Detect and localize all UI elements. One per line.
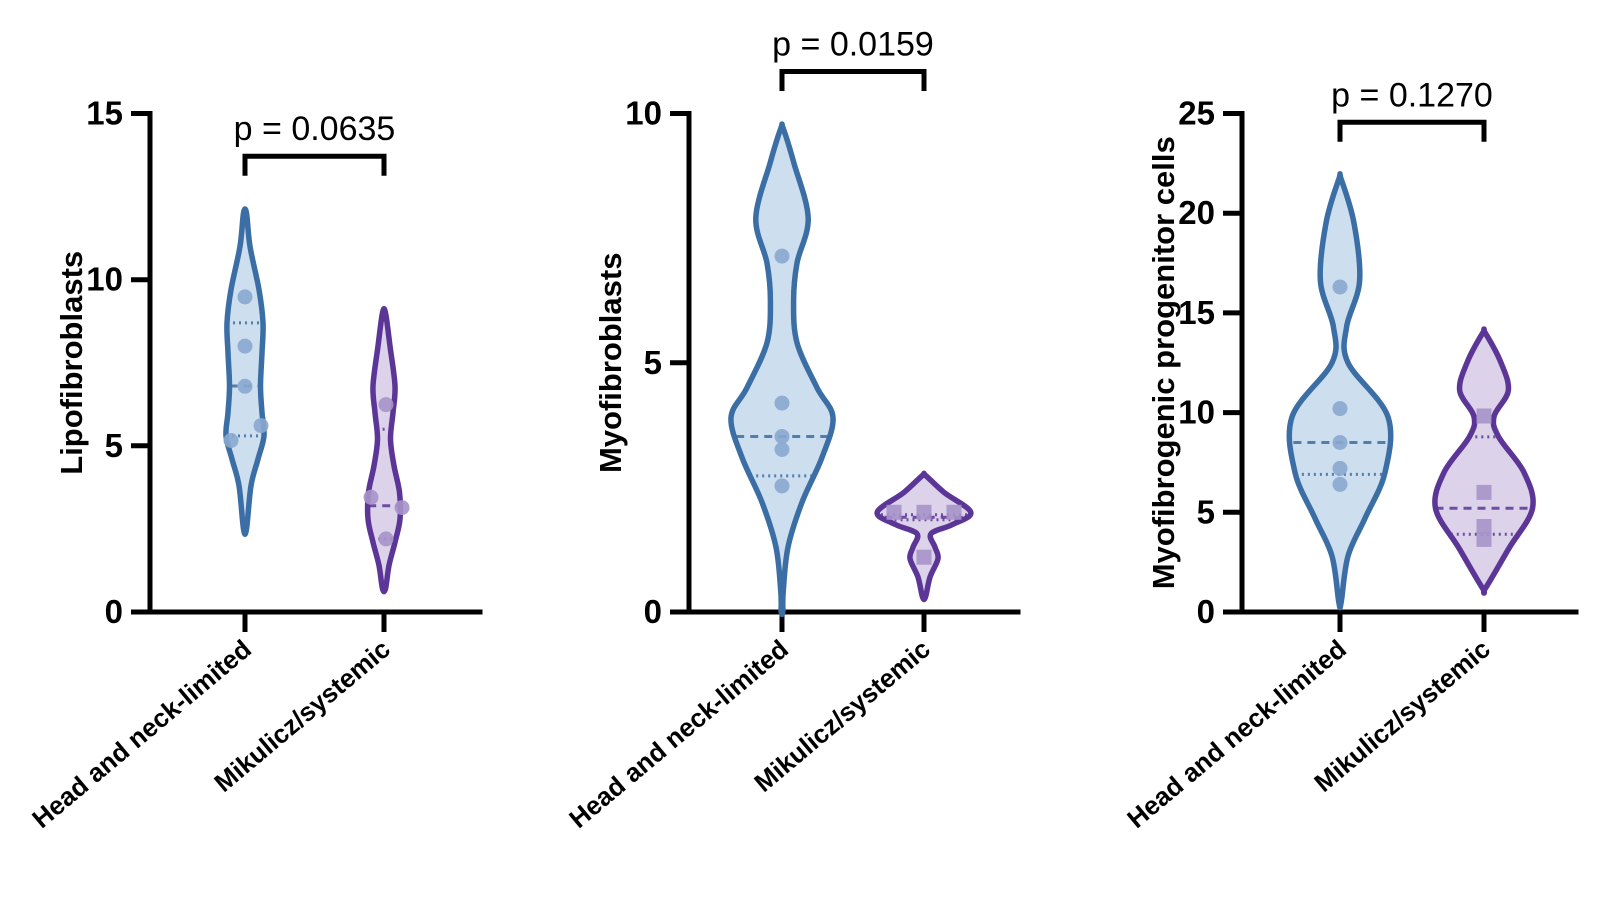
svg-text:0: 0 xyxy=(644,593,662,630)
svg-text:0: 0 xyxy=(105,593,123,630)
svg-text:Lipofibroblasts: Lipofibroblasts xyxy=(54,251,89,475)
svg-text:Head and neck-limited: Head and neck-limited xyxy=(26,634,257,834)
svg-text:Head and neck-limited: Head and neck-limited xyxy=(563,634,794,834)
svg-text:25: 25 xyxy=(1178,95,1215,132)
svg-text:5: 5 xyxy=(644,344,662,381)
svg-text:10: 10 xyxy=(1178,394,1215,431)
svg-text:p = 0.1270: p = 0.1270 xyxy=(1331,76,1493,114)
svg-text:10: 10 xyxy=(625,95,662,132)
svg-text:5: 5 xyxy=(1197,493,1215,530)
svg-text:15: 15 xyxy=(86,95,123,132)
svg-text:15: 15 xyxy=(1178,294,1215,331)
svg-text:10: 10 xyxy=(86,261,123,298)
svg-text:p = 0.0159: p = 0.0159 xyxy=(772,26,934,64)
svg-text:Head and neck-limited: Head and neck-limited xyxy=(1121,634,1352,834)
svg-text:p = 0.0635: p = 0.0635 xyxy=(234,110,396,148)
svg-text:Myofibroblasts: Myofibroblasts xyxy=(593,253,628,473)
svg-text:Myofibrogenic progenitor cells: Myofibrogenic progenitor cells xyxy=(1146,136,1181,589)
svg-text:20: 20 xyxy=(1178,194,1215,231)
svg-text:0: 0 xyxy=(1197,593,1215,630)
svg-text:5: 5 xyxy=(105,427,123,464)
